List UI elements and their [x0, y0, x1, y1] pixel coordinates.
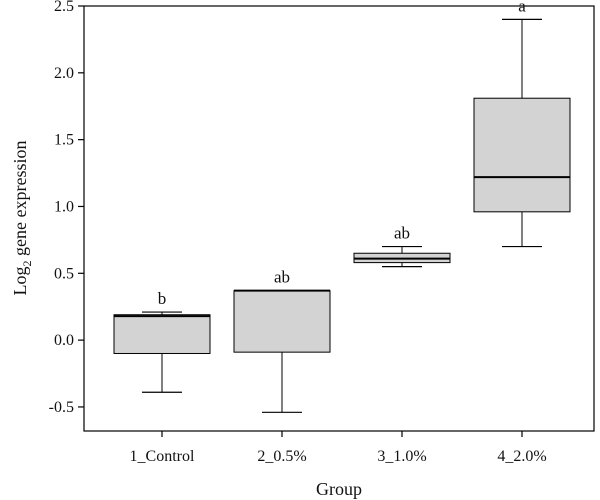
significance-letter: a — [518, 0, 526, 15]
box-iqr — [233, 290, 331, 353]
significance-letter: ab — [394, 224, 410, 243]
y-axis-title: Log2 gene expression — [10, 141, 34, 296]
y-tick-label: -0.5 — [49, 399, 74, 416]
x-tick-label: 1_Control — [130, 448, 195, 465]
x-axis-title: Group — [316, 479, 362, 499]
y-tick-label: 2.5 — [54, 0, 74, 15]
y-tick-label: 1.0 — [54, 198, 74, 215]
plot-frame — [83, 5, 595, 432]
significance-letter: ab — [274, 268, 290, 287]
x-tick-label: 4_2.0% — [497, 448, 546, 465]
box-group-2: ab — [233, 268, 331, 413]
box-iqr — [113, 314, 211, 354]
y-tick-label: 1.5 — [54, 132, 74, 149]
y-axis-title-main: Log — [10, 266, 30, 295]
box-group-3: ab — [353, 224, 451, 268]
y-tick-label: 2.0 — [54, 65, 74, 82]
y-tick-label: 0.0 — [54, 332, 74, 349]
y-tick-label: 0.5 — [54, 265, 74, 282]
boxes-layer: b ab ab a — [113, 0, 571, 413]
x-tick-label: 2_0.5% — [257, 448, 306, 465]
significance-letter: b — [158, 289, 167, 308]
x-axis: 1_Control 2_0.5% 3_1.0% 4_2.0% — [130, 431, 547, 465]
y-axis-title-rest: gene expression — [10, 141, 30, 261]
box-group-1: b — [113, 289, 211, 393]
y-axis: -0.5 0.0 0.5 1.0 1.5 2.0 2.5 — [49, 0, 84, 416]
box-iqr — [473, 97, 571, 213]
y-axis-title-subscript: 2 — [20, 260, 34, 266]
x-tick-label: 3_1.0% — [377, 448, 426, 465]
box-group-4: a — [473, 0, 571, 248]
